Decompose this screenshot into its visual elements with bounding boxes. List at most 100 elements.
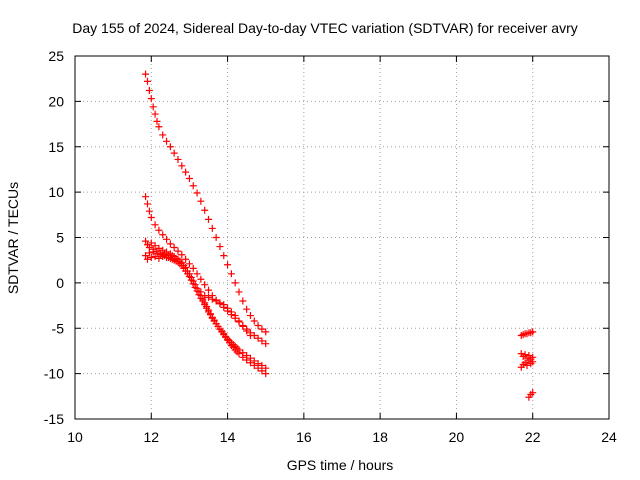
x-tick-label: 14 [220, 429, 236, 445]
data-point [166, 143, 174, 151]
data-point [254, 360, 262, 368]
data-point [151, 110, 159, 118]
data-point [212, 234, 220, 241]
x-tick-label: 12 [143, 429, 159, 445]
data-point [155, 123, 163, 131]
data-point [182, 255, 190, 263]
y-tick-label: -5 [52, 320, 65, 336]
x-axis-label: GPS time / hours [287, 457, 394, 473]
data-point [205, 293, 212, 301]
data-point [145, 249, 153, 257]
data-point [205, 215, 212, 223]
data-point [239, 297, 247, 305]
data-point [239, 322, 247, 330]
data-point [199, 297, 207, 305]
data-point [193, 189, 201, 197]
data-point [201, 281, 209, 289]
data-point [205, 286, 212, 294]
series-track-upper [142, 70, 270, 336]
grid-lines [75, 56, 609, 419]
data-point [151, 242, 159, 250]
data-point [521, 351, 529, 359]
data-point [224, 304, 232, 312]
data-point [185, 273, 193, 281]
data-point [227, 308, 235, 316]
data-point [258, 361, 266, 369]
data-point [201, 206, 209, 214]
series-late-cluster [517, 328, 537, 401]
data-point [258, 337, 266, 345]
data-point [155, 226, 163, 234]
data-point [187, 276, 195, 284]
data-point [206, 311, 214, 319]
data-point [174, 247, 182, 255]
y-tick-label: 10 [48, 184, 64, 200]
data-point [529, 328, 537, 336]
data-point [529, 358, 537, 366]
data-point [250, 317, 258, 325]
data-point [166, 240, 174, 248]
data-point [243, 305, 251, 313]
data-point [254, 334, 262, 342]
y-tick-label: 15 [48, 139, 64, 155]
data-point [155, 254, 163, 262]
x-tick-label: 16 [296, 429, 312, 445]
x-tick-label: 20 [449, 429, 465, 445]
data-point [147, 239, 155, 247]
data-point [178, 162, 186, 170]
data-point [159, 246, 167, 254]
data-point [189, 264, 197, 272]
data-point [262, 364, 270, 372]
data-point [239, 349, 247, 357]
data-point [149, 248, 157, 256]
data-point [151, 221, 159, 229]
data-point [142, 70, 150, 78]
data-point [203, 304, 211, 312]
data-point [147, 214, 155, 222]
data-point [159, 131, 167, 139]
data-point [216, 299, 224, 307]
data-point [185, 175, 193, 183]
data-point [145, 207, 153, 215]
data-point [197, 275, 205, 283]
y-axis-label: SDTVAR / TECUs [5, 182, 21, 294]
x-tick-label: 18 [372, 429, 388, 445]
data-points [142, 70, 537, 401]
data-point [185, 260, 193, 268]
data-point [182, 168, 190, 176]
data-point [254, 322, 262, 330]
data-point [143, 255, 151, 263]
data-point [147, 253, 155, 261]
data-point [201, 292, 209, 300]
data-point [262, 328, 270, 336]
data-point [220, 252, 228, 260]
data-point [178, 251, 186, 259]
data-point [142, 237, 150, 245]
series-track-lower-band [142, 248, 270, 372]
data-point [155, 244, 163, 252]
data-point [143, 200, 151, 208]
data-point [212, 297, 220, 305]
data-point [258, 325, 266, 333]
data-point [163, 235, 171, 243]
data-point [153, 250, 161, 258]
data-point [163, 137, 171, 145]
data-point [191, 283, 199, 291]
data-point [145, 86, 153, 94]
data-point [262, 340, 270, 348]
data-point [197, 197, 205, 205]
data-point [142, 252, 150, 260]
data-point [216, 243, 224, 251]
x-tick-label: 24 [601, 429, 617, 445]
axis-ticks: 10 12 14 16 18 20 22 24 -15 -10 -5 0 5 10 15 20 25 [44, 48, 617, 445]
data-point [243, 327, 251, 335]
data-point [246, 312, 254, 320]
data-point [529, 389, 537, 397]
data-point [193, 270, 201, 278]
data-point [227, 270, 235, 278]
data-point [235, 317, 243, 325]
data-point [208, 224, 216, 232]
y-tick-label: 0 [56, 275, 64, 291]
data-point [231, 312, 239, 320]
